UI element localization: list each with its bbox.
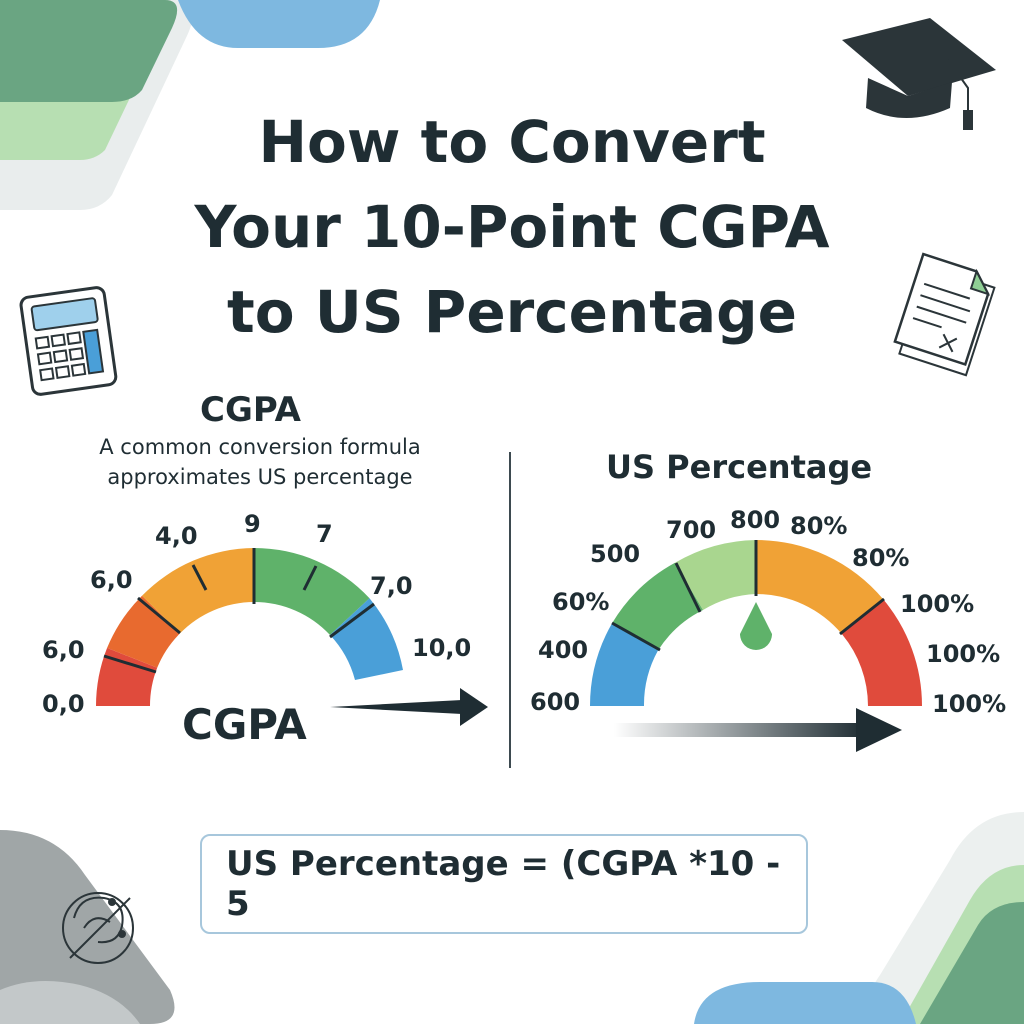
us-heading: US Percentage bbox=[606, 448, 873, 486]
page-title: How to Convert Your 10-Point CGPA to US … bbox=[62, 100, 962, 355]
title-line-1: How to Convert bbox=[258, 108, 766, 176]
cgpa-tick-label: 10,0 bbox=[412, 634, 472, 662]
cgpa-tick-label: 7 bbox=[316, 520, 333, 548]
us-tick-label: 60% bbox=[552, 588, 610, 616]
cgpa-subtitle-line-1: A common conversion formula bbox=[99, 435, 421, 459]
document-icon bbox=[893, 252, 996, 377]
cgpa-subtitle-line-2: approximates US percentage bbox=[107, 465, 413, 489]
graduation-cap-icon bbox=[842, 18, 996, 130]
us-gauge-segment-light-green bbox=[675, 540, 756, 610]
cgpa-gauge-segment-red-1 bbox=[96, 647, 158, 706]
cgpa-tick-label: 7,0 bbox=[370, 572, 413, 600]
us-arrow bbox=[614, 708, 902, 752]
cgpa-tick-label: 9 bbox=[244, 510, 261, 538]
cgpa-tick-label: 0,0 bbox=[42, 690, 85, 718]
corner-shape-green bbox=[0, 0, 178, 102]
cgpa-tick-label: 6,0 bbox=[90, 566, 133, 594]
cgpa-gauge-caption: CGPA bbox=[182, 700, 307, 749]
us-gauge-segment-blue bbox=[590, 623, 658, 706]
us-tick-label: 100% bbox=[900, 590, 975, 618]
cgpa-tick-label: 6,0 bbox=[42, 636, 85, 664]
corner-shape-green-br bbox=[920, 902, 1024, 1024]
us-gauge-segment-orange bbox=[756, 540, 884, 634]
cgpa-subtitle: A common conversion formula approximates… bbox=[60, 432, 460, 492]
cgpa-gauge-segment-orange bbox=[142, 548, 254, 634]
calculator-icon bbox=[19, 286, 118, 396]
us-tick-label: 800 bbox=[730, 506, 781, 534]
cgpa-gauge-segment-green bbox=[254, 548, 370, 635]
us-tick-label: 80% bbox=[790, 512, 848, 540]
us-tick-label: 100% bbox=[932, 690, 1007, 718]
us-gauge-needle-drop bbox=[740, 602, 772, 650]
us-gauge-segment-green bbox=[612, 562, 703, 651]
us-tick-label: 100% bbox=[926, 640, 1001, 668]
us-tick-label: 600 bbox=[530, 688, 581, 716]
corner-shape-gray-light bbox=[0, 981, 140, 1024]
cgpa-arrow bbox=[330, 688, 488, 726]
corner-shape-gray-dark bbox=[0, 830, 175, 1024]
brain-icon bbox=[62, 892, 134, 964]
cgpa-tick-label: 4,0 bbox=[155, 522, 198, 550]
title-line-3: to US Percentage bbox=[226, 278, 797, 346]
us-tick-label: 80% bbox=[852, 544, 910, 572]
us-tick-label: 500 bbox=[590, 540, 641, 568]
us-tick-label: 700 bbox=[666, 516, 717, 544]
corner-shape-blue bbox=[178, 0, 380, 48]
corner-shape-blue-br bbox=[694, 982, 916, 1024]
cgpa-heading: CGPA bbox=[200, 390, 301, 430]
us-gauge-segment-red bbox=[841, 599, 922, 706]
us-tick-label: 400 bbox=[538, 636, 589, 664]
cgpa-gauge-segment-red-2 bbox=[107, 595, 181, 668]
cgpa-gauge-segment-blue bbox=[330, 598, 403, 680]
formula-text: US Percentage = (CGPA *10 - 5 bbox=[226, 844, 781, 924]
title-line-2: Your 10-Point CGPA bbox=[194, 193, 830, 261]
formula-box: US Percentage = (CGPA *10 - 5 bbox=[200, 834, 808, 934]
